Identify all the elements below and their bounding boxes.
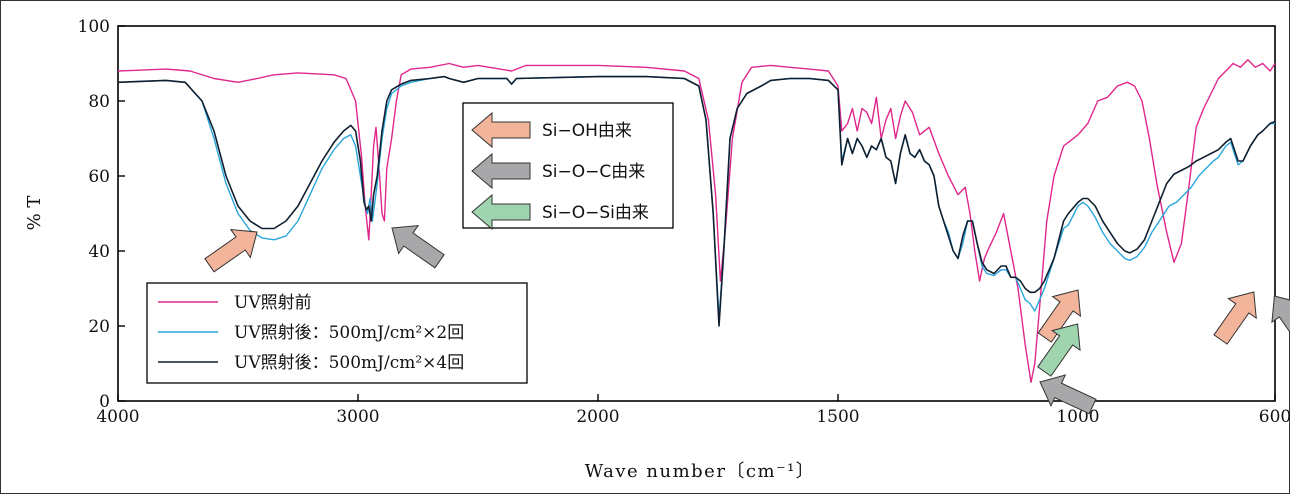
peak-arrow-icon (1039, 374, 1097, 415)
x-tick-label: 1000 (1056, 407, 1099, 427)
annotation-arrows (204, 224, 1290, 415)
x-tick-label: 600 (1259, 407, 1290, 427)
annotation-label: Si−OH由来 (542, 121, 632, 141)
x-tick-label: 4000 (96, 407, 139, 427)
legend: UV照射前 UV照射後：500mJ/cm²×2回 UV照射後：500mJ/cm²×4… (146, 282, 528, 384)
peak-arrow-icon (1213, 291, 1257, 345)
y-tick-label: 40 (88, 242, 110, 262)
peak-arrow-icon (1037, 289, 1082, 343)
annotation-label: Si−O−Si由来 (542, 203, 649, 223)
axis-ticks: 4000 3000 2000 1500 1000 600 0 20 40 60 80 100 (78, 17, 1290, 427)
annotation-label: Si−O−C由来 (542, 162, 645, 182)
peak-arrow-icon (1271, 295, 1290, 349)
y-axis-label: % T (24, 196, 45, 231)
y-tick-label: 20 (88, 317, 110, 337)
peak-arrow-icon (1037, 323, 1081, 377)
annotation-box: Si−OH由来 Si−O−C由来 Si−O−Si由来 (462, 102, 674, 231)
legend-label: UV照射後：500mJ/cm²×4回 (234, 353, 464, 373)
series-line-1 (117, 59, 1276, 383)
legend-arrow-icon (471, 152, 531, 190)
plot-area (117, 25, 1276, 402)
peak-arrow-icon (204, 228, 258, 273)
y-tick-label: 80 (88, 92, 110, 112)
y-tick-label: 0 (99, 392, 110, 412)
series-line-2 (117, 75, 1275, 320)
series-line-3 (117, 75, 1276, 327)
x-tick-label: 2000 (576, 407, 619, 427)
x-tick-label: 3000 (336, 407, 379, 427)
legend-arrow-icon (471, 111, 531, 149)
legend-arrow-icon (471, 193, 531, 231)
y-tick-label: 60 (88, 167, 110, 187)
x-tick-label: 1500 (816, 407, 859, 427)
series-group (117, 59, 1276, 383)
legend-label: UV照射前 (234, 293, 312, 313)
peak-arrow-icon (391, 224, 445, 269)
legend-label: UV照射後：500mJ/cm²×2回 (234, 323, 464, 343)
y-tick-label: 100 (78, 17, 110, 37)
x-axis-label: Wave number〔cm⁻¹〕 (585, 461, 816, 482)
